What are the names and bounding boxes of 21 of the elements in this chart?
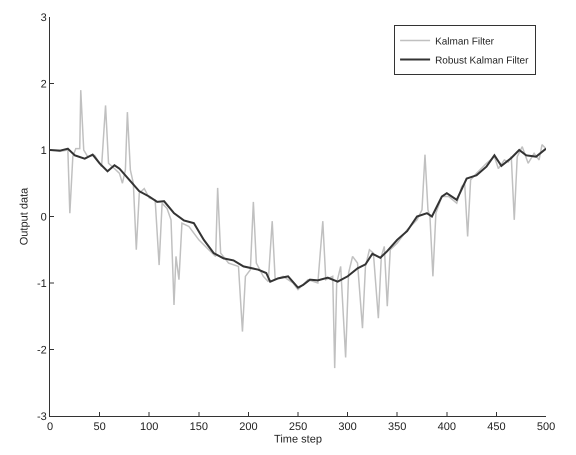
y-tick-label: -3 [37,410,47,423]
legend-label: Kalman Filter [435,36,495,48]
y-axis-title: Output data [18,186,31,246]
x-tick-label: 100 [140,421,158,434]
x-tick-label: 200 [239,421,258,434]
x-axis-title: Time step [274,433,322,446]
x-tick-label: 400 [438,421,456,434]
y-tick-label: 3 [40,12,47,24]
x-tick-label: 350 [388,421,406,434]
x-tick-label: 500 [536,421,556,434]
y-tick-label: -2 [37,344,47,356]
y-tick-label: 2 [40,78,47,90]
x-tick-label: 50 [93,421,106,434]
x-tick-label: 450 [487,421,506,434]
x-tick-label: 150 [190,421,208,434]
legend-label: Robust Kalman Filter [435,55,530,66]
y-tick-label: 1 [40,144,47,157]
y-tick-label: -1 [37,278,47,290]
y-tick-label: 0 [40,211,47,224]
x-tick-label: 250 [288,421,308,434]
x-tick-label: 300 [338,421,357,434]
